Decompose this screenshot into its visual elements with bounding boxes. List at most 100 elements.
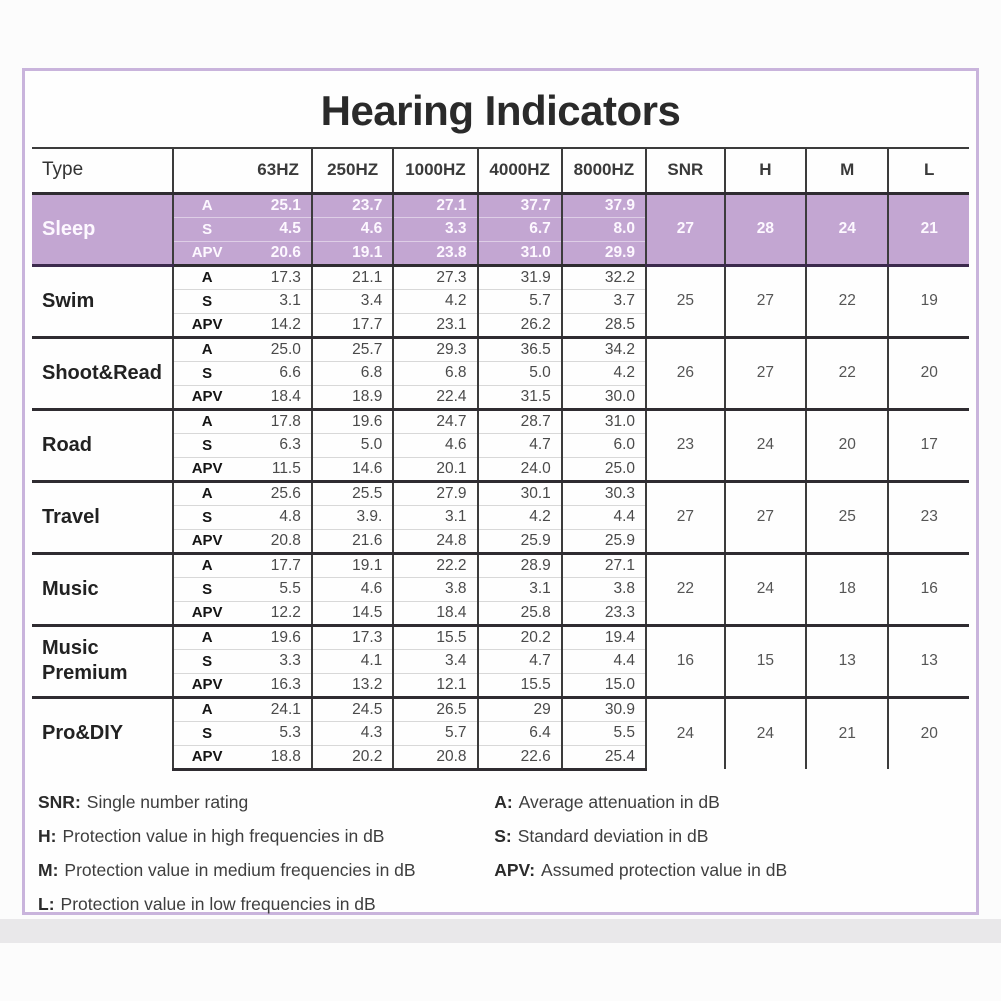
table-row: Swim A 17.3 21.1 27.3 31.9 32.2 25 27 22 19 [32, 263, 969, 337]
combo-wrap: A 25.0 [174, 341, 311, 359]
summary-cell-l: 13 [887, 623, 969, 697]
cell-value: 12.2 [270, 603, 301, 621]
cell-value: 36.5 [476, 335, 562, 361]
row-label: APV [191, 244, 223, 261]
page-title: Hearing Indicators [320, 87, 681, 134]
cell-value: 5.5 [560, 720, 647, 745]
combo-wrap: APV 18.8 [174, 748, 311, 766]
column-header: 63HZ [172, 147, 312, 195]
row-label: S [202, 508, 213, 526]
cell-value: 23.8 [392, 240, 478, 265]
cell-value: 4.2 [392, 288, 478, 313]
cell-value: 3.4 [392, 648, 478, 673]
cell-value: 24.8 [392, 528, 478, 553]
cell-value: 6.0 [560, 432, 647, 457]
summary-cell-l: 16 [887, 551, 969, 625]
cell-value: 27.1 [560, 551, 647, 577]
table-row: S 4.5 4.6 3.3 6.7 8.0 [32, 216, 969, 241]
combo-wrap: APV 16.3 [174, 676, 311, 694]
cell-value: 4.7 [476, 432, 562, 457]
cell-value: 4.5 [279, 220, 301, 237]
summary-cell-snr: 23 [645, 407, 725, 481]
cell-value: 37.9 [560, 191, 647, 217]
freq-63hz-cell: APV 12.2 [172, 600, 312, 625]
combo-wrap: APV 20.6 [174, 244, 311, 262]
cell-value: 25.1 [270, 196, 301, 214]
freq-63hz-cell: APV 18.4 [172, 384, 312, 409]
row-label: S [202, 364, 213, 382]
cell-value: 4.8 [279, 508, 301, 525]
combo-wrap: A 24.1 [174, 701, 311, 719]
cell-value: 18.8 [270, 747, 301, 765]
cell-value: 14.6 [310, 456, 394, 481]
type-cell: Swim [32, 263, 174, 337]
column-header: 250HZ [310, 147, 394, 195]
type-cell: Travel [32, 479, 174, 553]
cell-value: 4.7 [476, 648, 562, 673]
cell-value: 25.6 [270, 484, 301, 502]
cell-value: 5.7 [476, 288, 562, 313]
summary-cell-h: 27 [723, 263, 807, 337]
cell-value: 5.7 [392, 720, 478, 745]
cell-value: 4.6 [310, 216, 394, 241]
table-body: Sleep A 25.1 23.7 27.1 37.7 37.9 27 28 24 21 S 4.5 4.… [32, 191, 969, 771]
cell-value: 25.4 [560, 744, 647, 771]
cell-value: 24.0 [476, 456, 562, 481]
cell-value: 30.3 [560, 479, 647, 505]
cell-value: 22.6 [476, 744, 562, 771]
summary-cell-m: 18 [805, 551, 889, 625]
summary-cell-h: 27 [723, 479, 807, 553]
freq-63hz-cell: A 25.1 [172, 191, 312, 217]
row-label: APV [191, 532, 223, 549]
column-header: 8000HZ [560, 147, 647, 195]
cell-value: 23.1 [392, 312, 478, 337]
cell-value: 30.1 [476, 479, 562, 505]
summary-cell-snr: 26 [645, 335, 725, 409]
legend-item: S: Standard deviation in dB [494, 825, 709, 846]
cell-value: 25.9 [560, 528, 647, 553]
legend-right-column: A: Average attenuation in dB S: Standard de… [494, 785, 969, 921]
summary-cell-l: 17 [887, 407, 969, 481]
type-cell: Sleep [32, 191, 174, 267]
summary-cell-snr: 27 [645, 191, 725, 267]
cell-value: 17.8 [270, 412, 301, 430]
row-label: A [201, 413, 213, 430]
row-label: APV [191, 604, 223, 621]
legend-term: S: [494, 825, 512, 846]
freq-63hz-cell: S 3.3 [172, 648, 312, 673]
legend-term: M: [38, 859, 59, 880]
summary-cell-snr: 25 [645, 263, 725, 337]
table-row: S 5.3 4.3 5.7 6.4 5.5 [32, 720, 969, 745]
freq-63hz-cell: APV 20.8 [172, 528, 312, 553]
freq-63hz-cell: A 24.1 [172, 695, 312, 721]
row-label: APV [191, 460, 223, 477]
cell-value: 29 [476, 695, 562, 721]
summary-cell-l: 23 [887, 479, 969, 553]
cell-value: 3.9. [310, 504, 394, 529]
cell-value: 4.4 [560, 504, 647, 529]
summary-cell-snr: 24 [645, 695, 725, 769]
summary-cell-h: 27 [723, 335, 807, 409]
cell-value: 23.7 [310, 191, 394, 217]
freq-63hz-cell: APV 16.3 [172, 672, 312, 697]
row-label: APV [191, 316, 223, 333]
cell-value: 25.9 [476, 528, 562, 553]
combo-wrap: APV 12.2 [174, 604, 311, 622]
legend-item: A: Average attenuation in dB [494, 791, 720, 812]
combo-wrap: S 4.5 [174, 220, 311, 238]
cell-value: 4.3 [310, 720, 394, 745]
cell-value: 26.5 [392, 695, 478, 721]
cell-value: 17.3 [270, 268, 301, 286]
row-label: S [202, 292, 213, 310]
summary-cell-h: 24 [723, 695, 807, 769]
cell-value: 20.1 [392, 456, 478, 481]
cell-value: 20.8 [392, 744, 478, 771]
legend-term: A: [494, 791, 513, 812]
table-row: APV 20.6 19.1 23.8 31.0 29.9 [32, 240, 969, 265]
combo-wrap: APV 20.8 [174, 532, 311, 550]
cell-value: 20.8 [270, 531, 301, 549]
table-header: Type 63HZ 250HZ 1000HZ 4000HZ 8000HZ SNR H M L [32, 147, 969, 195]
freq-63hz-cell: S 5.3 [172, 720, 312, 745]
table-row: S 5.5 4.6 3.8 3.1 3.8 [32, 576, 969, 601]
summary-cell-m: 13 [805, 623, 889, 697]
